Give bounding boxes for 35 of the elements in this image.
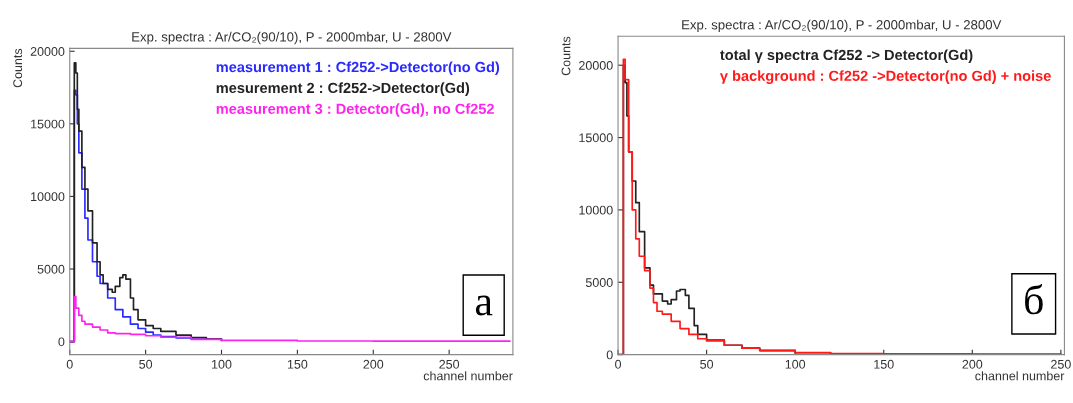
x-axis-title: channel number (423, 371, 513, 381)
y-tick-label: 5000 (37, 264, 65, 274)
x-tick-label: 50 (139, 359, 153, 369)
y-axis-title: Counts (13, 48, 23, 88)
text: measurement 3 : Detector(Gd), no Cf252 (216, 103, 494, 117)
text: total γ spectra Cf252 -> Detector(Gd) (720, 49, 973, 63)
y-tick-label: 20000 (579, 61, 613, 70)
x-tick-label: 250 (439, 359, 460, 369)
x-tick-label: 50 (700, 359, 714, 369)
x-tick-label: 150 (874, 359, 894, 369)
chart-title: Exp. spectra : Ar/CO₂(90/10), P - 2000mbar, U - 2800V (132, 31, 452, 45)
x-tick-label: 200 (962, 359, 983, 369)
text: measurement 1 : Cf252->Detector(no Gd) (216, 61, 500, 76)
x-tick-label: 0 (615, 359, 622, 369)
text: γ background : Cf252 ->Detector(no Gd) + noise (719, 70, 1051, 84)
y-tick-label: 20000 (30, 47, 65, 56)
y-tick-label: 0 (58, 337, 65, 347)
x-tick-label: 100 (212, 359, 232, 369)
y-tick-label: 15000 (579, 133, 613, 143)
x-tick-label: 200 (363, 359, 384, 369)
x-axis-title: channel number (975, 371, 1065, 381)
y-tick-label: 15000 (31, 119, 65, 129)
annotation: б (1025, 284, 1043, 315)
text: mesurement 2 : Cf252->Detector(Gd) (216, 82, 470, 96)
y-tick-label: 0 (606, 350, 613, 360)
x-tick-label: 0 (66, 359, 73, 369)
annotation: a (475, 295, 493, 316)
x-tick-label: 250 (1051, 359, 1071, 369)
x-tick-label: 100 (785, 359, 806, 369)
x-tick-label: 150 (287, 359, 308, 369)
y-tick-label: 5000 (585, 278, 613, 287)
y-axis-title: Counts (561, 36, 571, 76)
y-tick-label: 10000 (31, 192, 65, 202)
chart-title: Exp. spectra : Ar/CO₂(90/10), P - 2000mbar, U - 2800V (682, 19, 1002, 33)
y-tick-label: 10000 (579, 205, 613, 215)
